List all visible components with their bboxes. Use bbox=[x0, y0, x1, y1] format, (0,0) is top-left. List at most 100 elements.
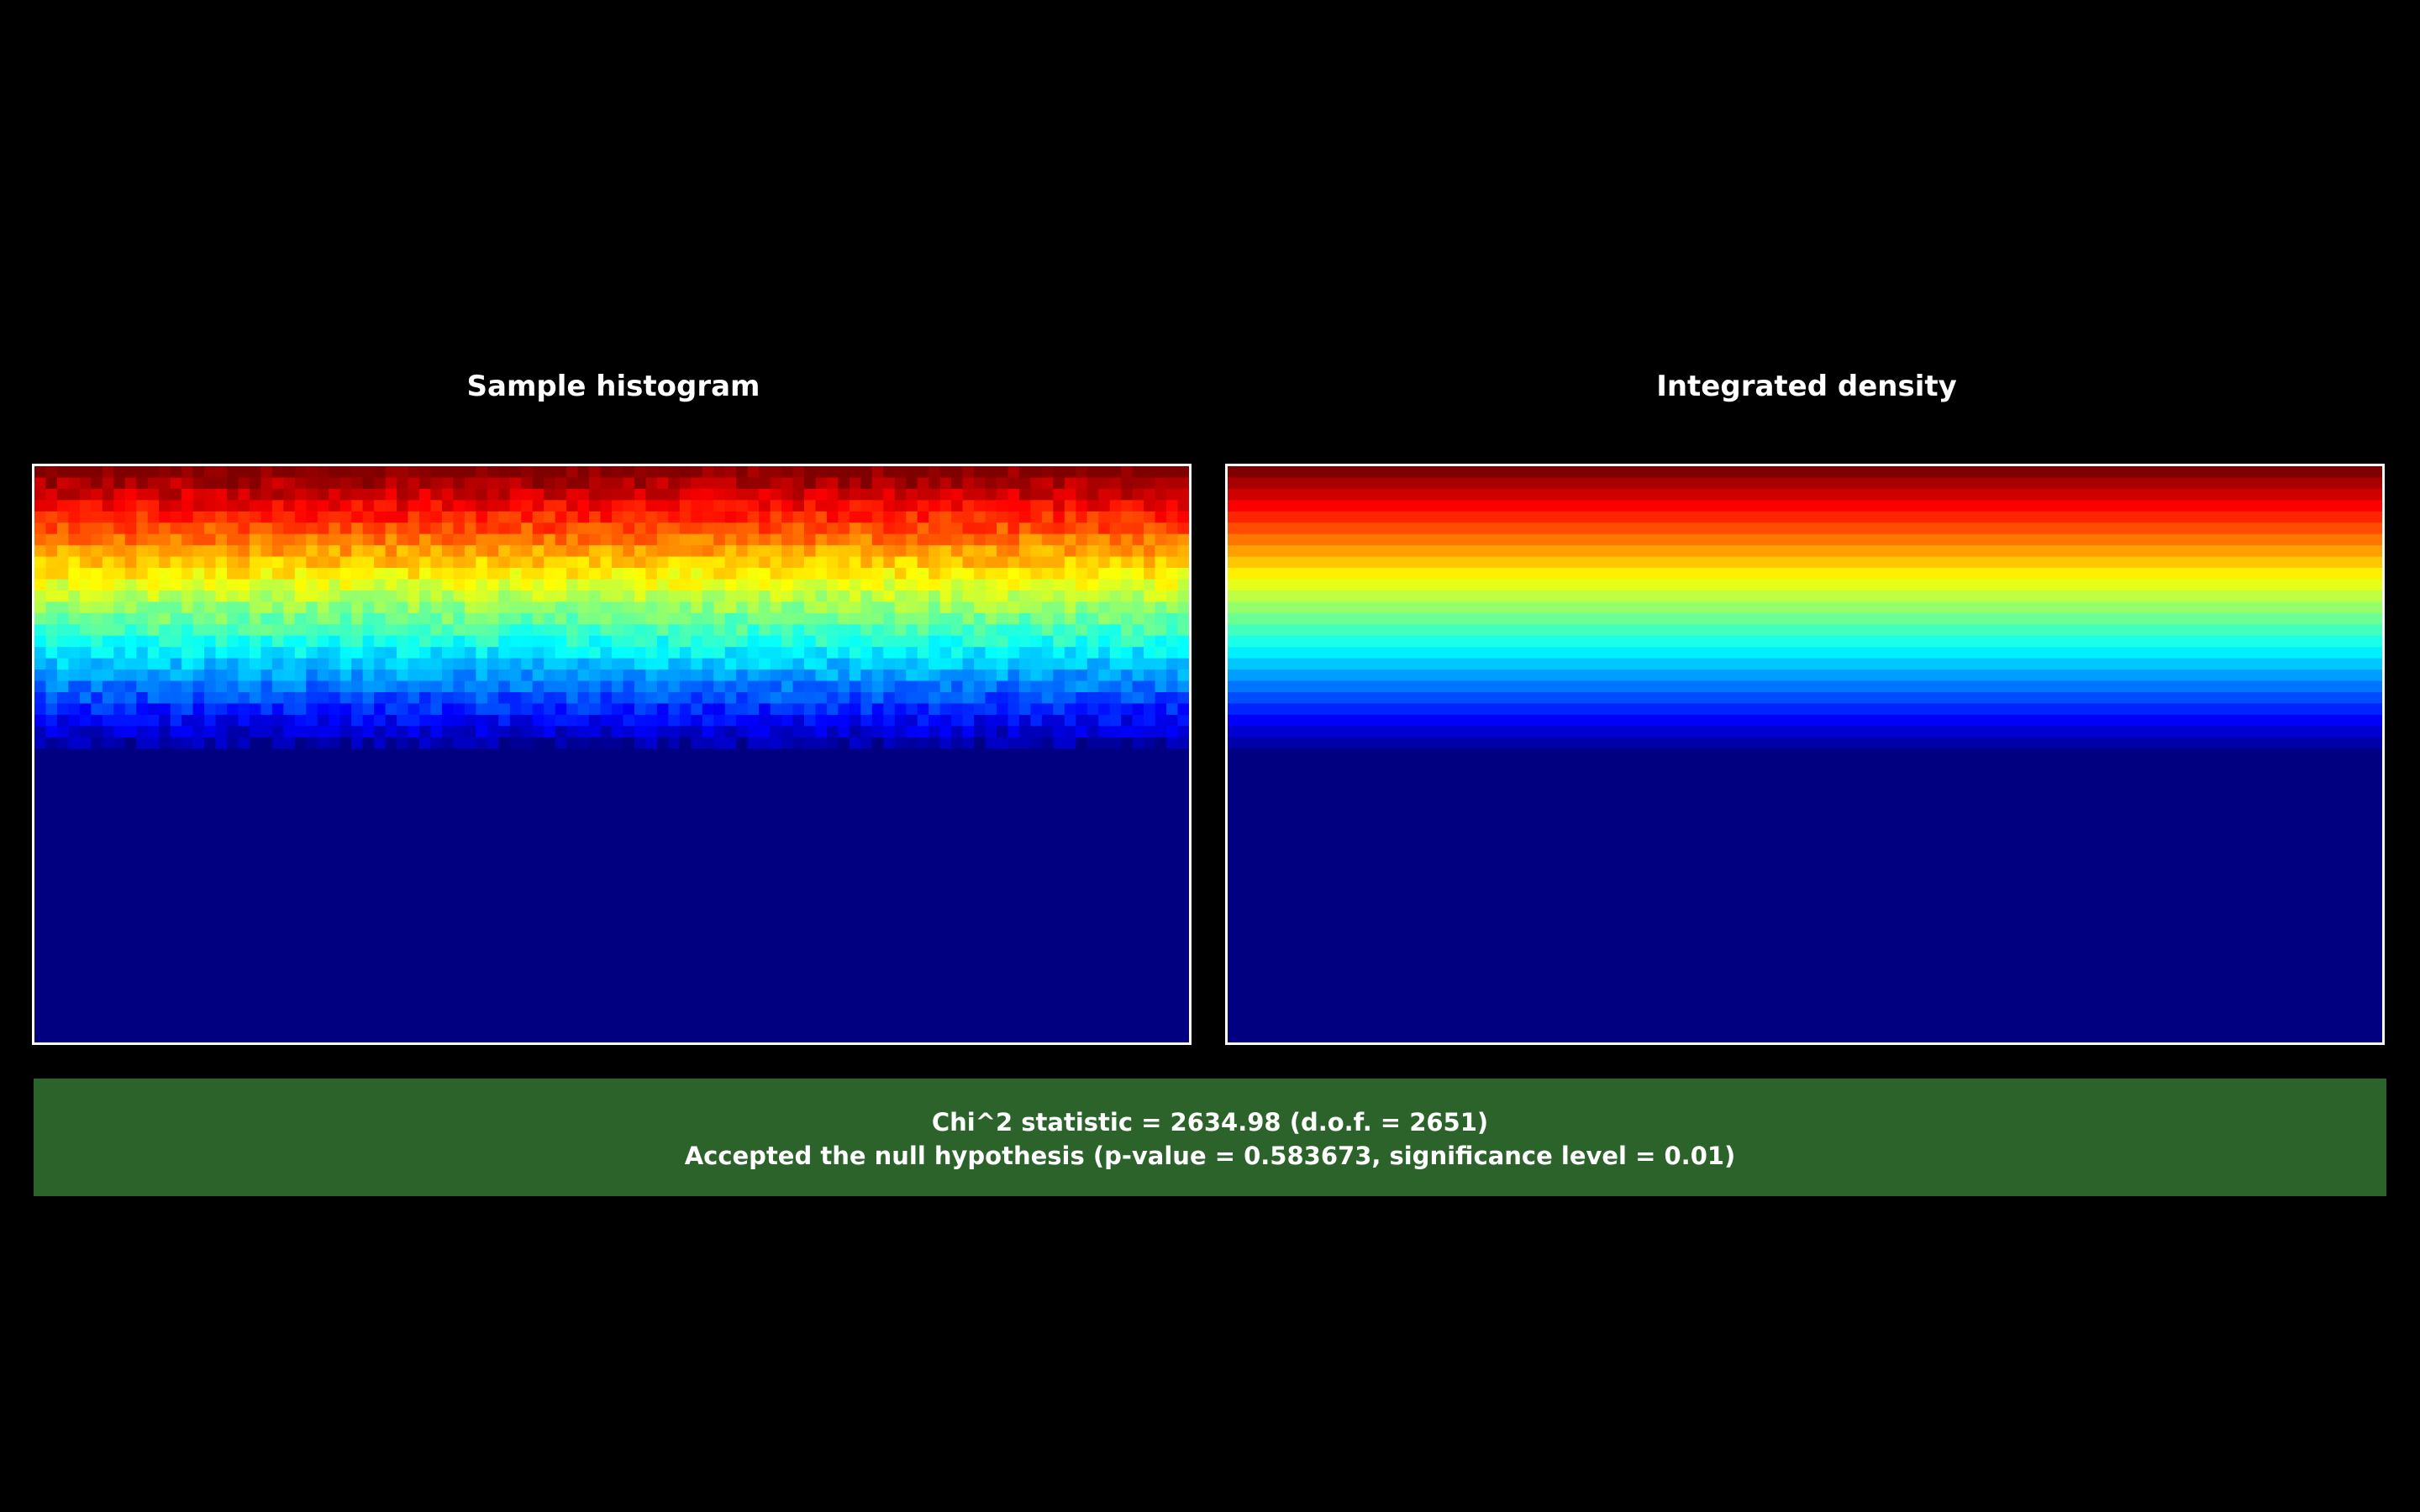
heatmap-cell bbox=[770, 929, 782, 942]
heatmap-cell bbox=[962, 1008, 975, 1021]
heatmap-cell bbox=[329, 997, 341, 1010]
heatmap-cell bbox=[408, 714, 420, 727]
heatmap-cell bbox=[408, 579, 420, 591]
heatmap-cell bbox=[204, 590, 217, 603]
heatmap-cell bbox=[441, 612, 455, 625]
heatmap-cell bbox=[317, 816, 329, 829]
heatmap-cell bbox=[1007, 635, 1020, 648]
heatmap-cell bbox=[79, 895, 92, 908]
heatmap-cell bbox=[215, 533, 228, 546]
heatmap-cell bbox=[498, 624, 511, 637]
heatmap-cell bbox=[645, 669, 658, 682]
heatmap-cell bbox=[962, 601, 975, 614]
heatmap-cell bbox=[974, 714, 986, 727]
heatmap-cell bbox=[271, 748, 284, 761]
heatmap-cell bbox=[566, 997, 579, 1010]
heatmap-cell bbox=[453, 601, 466, 614]
heatmap-cell bbox=[1098, 703, 1111, 716]
heatmap-cell bbox=[91, 726, 103, 738]
heatmap-cell bbox=[781, 647, 794, 659]
heatmap-cell bbox=[249, 466, 262, 479]
heatmap-cell bbox=[170, 861, 182, 874]
heatmap-cell bbox=[612, 545, 624, 558]
heatmap-cell bbox=[521, 669, 534, 682]
heatmap-cell bbox=[1053, 703, 1065, 716]
heatmap-cell bbox=[102, 895, 114, 908]
heatmap-cell bbox=[339, 601, 352, 614]
heatmap-cell bbox=[147, 816, 160, 829]
heatmap-cell bbox=[68, 974, 81, 987]
heatmap-cell bbox=[1121, 669, 1134, 682]
heatmap-cell bbox=[34, 624, 47, 637]
heatmap-cell bbox=[34, 873, 47, 885]
heatmap-cell bbox=[204, 963, 217, 975]
heatmap-cell bbox=[306, 658, 318, 670]
heatmap-cell bbox=[849, 873, 861, 885]
heatmap-cell bbox=[985, 703, 997, 716]
heatmap-cell bbox=[544, 545, 556, 558]
heatmap-cell bbox=[182, 963, 194, 975]
heatmap-cell bbox=[68, 545, 81, 558]
heatmap-cell bbox=[329, 873, 341, 885]
heatmap-cell bbox=[826, 579, 839, 591]
heatmap-cell bbox=[521, 511, 534, 523]
heatmap-cell bbox=[1007, 771, 1020, 784]
heatmap-cell bbox=[159, 477, 171, 490]
heatmap-cell bbox=[374, 861, 387, 874]
heatmap-cell bbox=[656, 771, 669, 784]
heatmap-cell bbox=[1166, 884, 1179, 896]
heatmap-cell bbox=[939, 703, 952, 716]
heatmap-cell bbox=[929, 805, 941, 817]
heatmap-cell bbox=[56, 647, 70, 659]
heatmap-cell bbox=[555, 861, 567, 874]
heatmap-cell bbox=[939, 522, 952, 535]
heatmap-cell bbox=[339, 838, 352, 851]
heatmap-cell bbox=[1041, 782, 1054, 795]
heatmap-cell bbox=[679, 647, 692, 659]
heatmap-cell bbox=[1155, 985, 1167, 998]
heatmap-cell bbox=[781, 590, 794, 603]
heatmap-cell bbox=[68, 477, 81, 490]
heatmap-cell bbox=[498, 929, 511, 942]
heatmap-cell bbox=[815, 500, 828, 512]
heatmap-cell bbox=[1132, 906, 1144, 919]
heatmap-cell bbox=[238, 692, 250, 705]
heatmap-cell bbox=[1177, 624, 1189, 637]
heatmap-cell bbox=[374, 1008, 387, 1021]
heatmap-cell bbox=[1132, 612, 1144, 625]
heatmap-cell bbox=[249, 590, 262, 603]
heatmap-cell bbox=[1132, 884, 1144, 896]
heatmap-cell bbox=[113, 940, 126, 953]
heatmap-cell bbox=[113, 873, 126, 885]
heatmap-cell bbox=[997, 918, 1009, 931]
heatmap-cell bbox=[815, 985, 828, 998]
heatmap-cell bbox=[1076, 929, 1088, 942]
heatmap-cell bbox=[577, 579, 590, 591]
heatmap-cell bbox=[600, 669, 613, 682]
heatmap-cell bbox=[294, 884, 307, 896]
heatmap-cell bbox=[792, 963, 805, 975]
heatmap-cell bbox=[747, 511, 760, 523]
heatmap-cell bbox=[317, 533, 329, 546]
heatmap-cell bbox=[1076, 601, 1088, 614]
heatmap-cell bbox=[1041, 680, 1054, 693]
heatmap-cell bbox=[883, 906, 896, 919]
heatmap-cell bbox=[204, 782, 217, 795]
heatmap-cell bbox=[1030, 635, 1043, 648]
heatmap-cell bbox=[385, 816, 397, 829]
heatmap-cell bbox=[974, 635, 986, 648]
heatmap-cell bbox=[1086, 522, 1099, 535]
heatmap-cell bbox=[1177, 590, 1189, 603]
heatmap-cell bbox=[487, 488, 499, 501]
heatmap-cell bbox=[974, 533, 986, 546]
heatmap-cell bbox=[1086, 533, 1099, 546]
heatmap-cell bbox=[871, 816, 884, 829]
heatmap-cell bbox=[283, 737, 296, 749]
heatmap-cell bbox=[906, 906, 918, 919]
heatmap-cell bbox=[792, 703, 805, 716]
heatmap-cell bbox=[985, 963, 997, 975]
heatmap-cell bbox=[544, 579, 556, 591]
heatmap-cell bbox=[781, 488, 794, 501]
heatmap-cell bbox=[113, 692, 126, 705]
heatmap-cell bbox=[929, 748, 941, 761]
